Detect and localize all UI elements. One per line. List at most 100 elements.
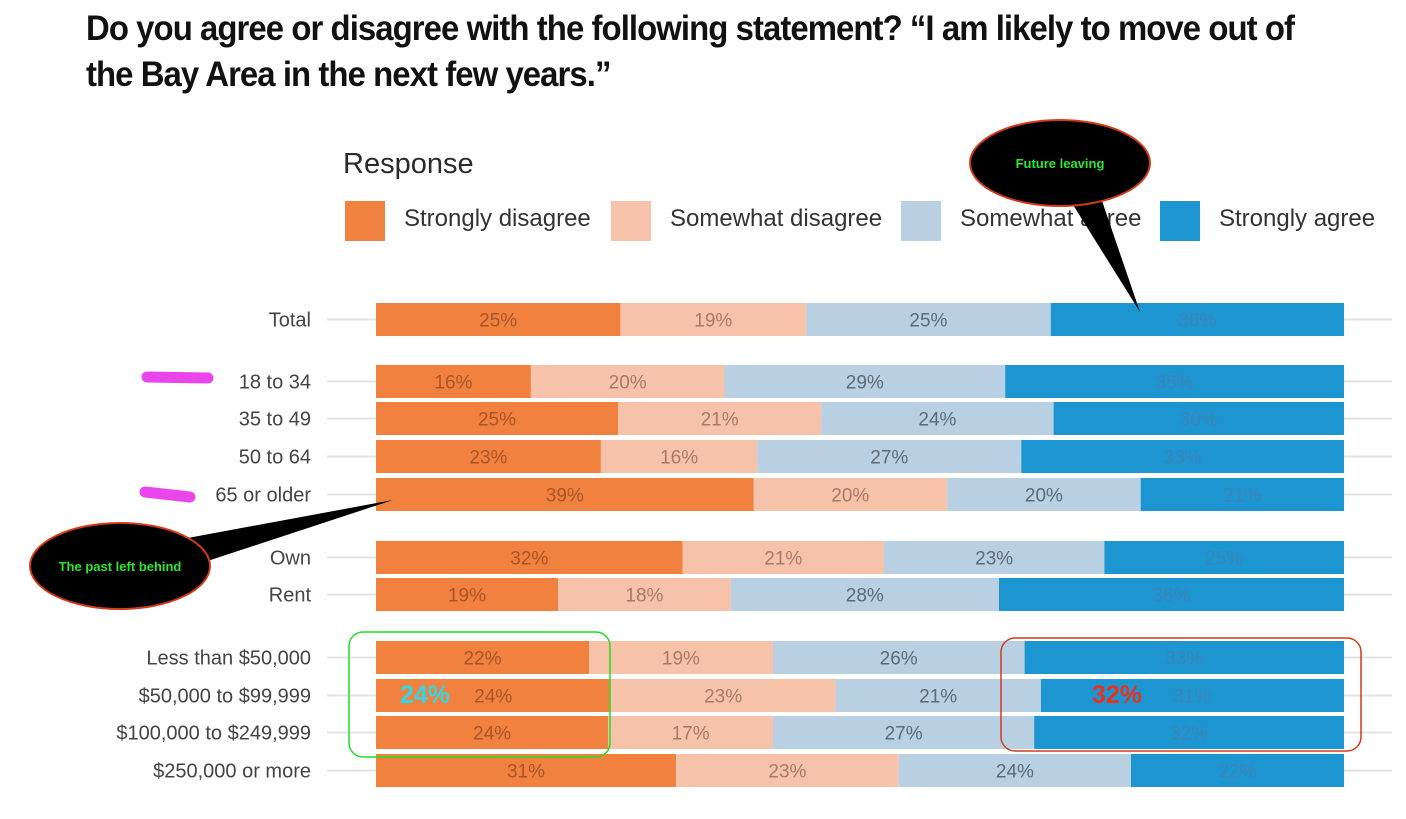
bar-segment-somewhat-disagree [676, 754, 899, 787]
data-label-strongly-agree: 21% [1223, 486, 1261, 507]
data-label-somewhat-disagree: 20% [831, 486, 869, 507]
data-label-somewhat-disagree: 18% [625, 586, 663, 607]
row-label: 35 to 49 [239, 409, 311, 431]
bar-segment-somewhat-agree [898, 754, 1131, 787]
legend-swatch-somewhat-disagree [611, 201, 651, 241]
data-label-strongly-disagree: 23% [469, 448, 507, 469]
data-label-strongly-agree: 36% [1152, 586, 1190, 607]
data-label-somewhat-agree: 28% [846, 586, 884, 607]
bar-segment-somewhat-agree [884, 541, 1105, 574]
bar-segment-somewhat-disagree [620, 303, 807, 336]
bar-segment-somewhat-disagree [753, 478, 948, 511]
bar-segment-somewhat-agree [835, 679, 1041, 712]
bar-segment-strongly-agree [1005, 365, 1344, 398]
callout-bubble [969, 119, 1151, 207]
data-label-strongly-agree: 33% [1164, 448, 1202, 469]
legend-label-somewhat-disagree: Somewhat disagree [670, 205, 883, 232]
data-label-somewhat-agree: 25% [909, 311, 947, 332]
legend-swatch-strongly-disagree [345, 201, 385, 241]
row-label: 18 to 34 [239, 372, 311, 394]
data-label-somewhat-agree: 24% [918, 410, 956, 431]
row-label: Own [270, 548, 311, 570]
data-label-somewhat-agree: 27% [870, 448, 908, 469]
legend-swatch-somewhat-agree [901, 201, 941, 241]
data-label-strongly-disagree: 24% [474, 687, 512, 708]
bar-segment-somewhat-agree [947, 478, 1141, 511]
data-label-somewhat-agree: 23% [975, 549, 1013, 570]
annotation-value-32: 32% [1092, 681, 1142, 709]
data-label-somewhat-disagree: 23% [704, 687, 742, 708]
bar-segment-somewhat-disagree [618, 402, 822, 435]
bar-segment-somewhat-disagree [608, 716, 773, 749]
bar-segment-strongly-disagree [376, 578, 559, 611]
data-label-somewhat-disagree: 17% [672, 724, 710, 745]
bar-segment-strongly-disagree [376, 679, 611, 712]
highlight-box-low-income-disagree [348, 631, 611, 758]
bar-segment-strongly-agree [1034, 716, 1344, 749]
bar-segments: 25% 19% 25% 30%16% 20% 29% 35%25% 21% 24% 30%23% 1… [376, 303, 1344, 787]
bar-segment-strongly-disagree [376, 716, 609, 749]
bar-segment-strongly-agree [1104, 541, 1344, 574]
bar-segment-strongly-agree [1040, 679, 1344, 712]
bar-segment-strongly-disagree [376, 402, 618, 435]
bar-segment-somewhat-disagree [589, 641, 773, 674]
bar-segment-somewhat-agree [724, 365, 1006, 398]
data-label-strongly-agree: 35% [1156, 373, 1194, 394]
highlight-box-low-income-agree [1000, 637, 1362, 752]
bar-segment-somewhat-agree [806, 303, 1051, 336]
bar-segment-somewhat-disagree [558, 578, 731, 611]
bar-segment-strongly-disagree [376, 303, 621, 336]
data-label-somewhat-disagree: 16% [660, 448, 698, 469]
bar-segment-strongly-agree [1024, 641, 1344, 674]
data-label-somewhat-disagree: 23% [768, 762, 806, 783]
bar-segment-strongly-disagree [376, 754, 677, 787]
bar-segment-somewhat-agree [821, 402, 1054, 435]
data-label-strongly-agree: 31% [1173, 687, 1211, 708]
callout-bubble [29, 522, 211, 610]
data-label-strongly-agree: 33% [1165, 649, 1203, 670]
bar-segment-strongly-agree [1050, 303, 1344, 336]
data-label-strongly-agree: 30% [1180, 410, 1218, 431]
bar-segment-strongly-disagree [376, 478, 754, 511]
data-label-somewhat-agree: 27% [885, 724, 923, 745]
data-label-strongly-disagree: 25% [478, 410, 516, 431]
bar-segment-strongly-agree [1140, 478, 1344, 511]
row-label: $100,000 to $249,999 [116, 723, 311, 745]
callout-past-left-behind: The past left behind [29, 500, 393, 610]
data-label-somewhat-disagree: 21% [764, 549, 802, 570]
bar-segment-strongly-disagree [376, 365, 531, 398]
bar-segment-somewhat-disagree [682, 541, 884, 574]
bar-segment-strongly-disagree [376, 641, 589, 674]
highlight-marker-18-to-34 [141, 371, 214, 384]
data-label-somewhat-disagree: 21% [701, 410, 739, 431]
callout-text-past-left-behind: The past left behind [59, 559, 182, 574]
row-label: $250,000 or more [153, 761, 311, 783]
annotation-value-24: 24% [400, 681, 450, 709]
row-label: Total [269, 310, 311, 332]
legend-title: Response [343, 148, 474, 180]
data-label-somewhat-agree: 26% [880, 649, 918, 670]
bar-segment-strongly-agree [1131, 754, 1344, 787]
data-label-strongly-disagree: 19% [448, 586, 486, 607]
data-label-strongly-agree: 25% [1205, 549, 1243, 570]
data-label-somewhat-agree: 21% [919, 687, 957, 708]
bar-segment-somewhat-agree [772, 641, 1025, 674]
legend-label-somewhat-agree: Somewhat agree [960, 205, 1142, 232]
data-label-strongly-disagree: 16% [434, 373, 472, 394]
data-label-somewhat-disagree: 20% [609, 373, 647, 394]
data-label-somewhat-agree: 29% [846, 373, 884, 394]
row-label: Rent [269, 585, 312, 607]
data-label-strongly-disagree: 32% [510, 549, 548, 570]
row-label: Less than $50,000 [146, 648, 311, 670]
bar-segment-somewhat-agree [772, 716, 1035, 749]
highlight-marker-65-or-older [139, 486, 196, 503]
row-labels: Total 18 to 34 35 to 49 50 to 64 65 or older… [116, 310, 311, 783]
legend-label-strongly-agree: Strongly agree [1219, 205, 1376, 232]
data-label-strongly-disagree: 39% [546, 486, 584, 507]
bar-segment-somewhat-agree [757, 440, 1022, 473]
bar-segment-strongly-agree [1053, 402, 1344, 435]
chart-title: Do you agree or disagree with the follow… [86, 9, 1295, 94]
data-label-somewhat-agree: 20% [1025, 486, 1063, 507]
data-label-somewhat-agree: 24% [996, 762, 1034, 783]
